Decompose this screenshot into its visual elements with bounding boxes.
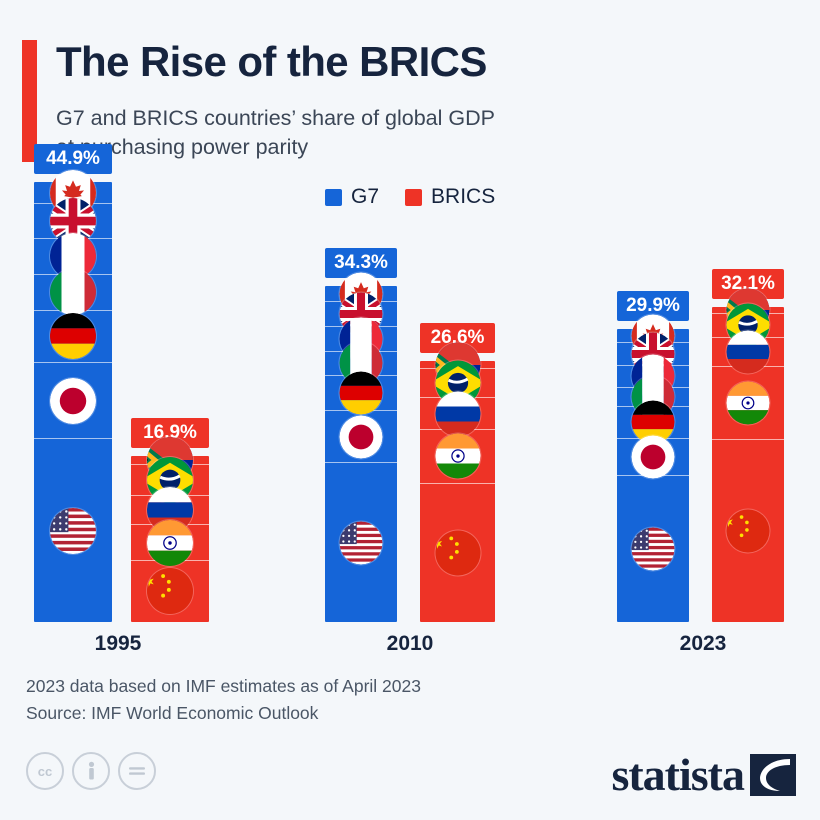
segment-japan xyxy=(34,363,112,440)
usa-flag xyxy=(339,521,383,565)
segment-russia xyxy=(712,330,784,374)
chart-plot-area: 44.9% xyxy=(0,144,820,655)
segment-china xyxy=(712,440,784,622)
segment-india xyxy=(131,519,209,566)
x-axis-label-1995: 1995 xyxy=(94,632,142,655)
source-note: 2023 data based on IMF estimates as of A… xyxy=(26,676,421,723)
cc-by-person-icon[interactable] xyxy=(72,752,110,790)
segment-united-states xyxy=(325,463,397,622)
x-axis-label-2010: 2010 xyxy=(386,632,434,655)
segment-united-states xyxy=(617,476,689,622)
germany-flag xyxy=(50,313,96,360)
segment-japan xyxy=(617,435,689,479)
germany-flag xyxy=(339,371,383,415)
segment-india xyxy=(712,367,784,441)
india-flag xyxy=(147,519,193,566)
india-flag xyxy=(726,381,770,425)
japan-flag xyxy=(631,435,675,479)
india-flag xyxy=(435,433,480,479)
segment-germany xyxy=(34,311,112,363)
bar-1995-brics: 16.9% xyxy=(131,418,209,622)
france-flag xyxy=(50,233,96,280)
statista-logo[interactable]: statista xyxy=(611,748,796,801)
bar-1995-g7: 44.9% xyxy=(34,144,112,622)
value-label-2023-brics: 32.1% xyxy=(712,269,784,300)
value-label-1995-g7: 44.9% xyxy=(34,144,112,174)
legend-label: BRICS xyxy=(431,185,496,208)
bar-2023-brics: 32.1% xyxy=(712,269,784,622)
russia-flag xyxy=(726,330,770,374)
usa-flag xyxy=(50,507,96,554)
chart-legend: G7 BRICS xyxy=(325,185,495,209)
russia-flag xyxy=(435,391,480,437)
japan-flag xyxy=(50,377,96,424)
segment-brazil xyxy=(131,456,209,503)
page-title: The Rise of the BRICS xyxy=(56,38,487,85)
cc-nd-equals-icon[interactable] xyxy=(118,752,156,790)
value-label-1995-brics: 16.9% xyxy=(131,418,209,449)
segment-germany xyxy=(325,371,397,415)
japan-flag xyxy=(339,415,383,459)
segment-united-states xyxy=(34,439,112,622)
bar-2010-brics: 26.6% xyxy=(420,323,495,622)
segment-japan xyxy=(325,411,397,464)
segment-china xyxy=(131,561,209,622)
legend-swatch-g7 xyxy=(325,188,342,206)
page-subtitle: G7 and BRICS countries’ share of global … xyxy=(56,106,495,159)
segment-russia xyxy=(420,391,495,437)
statista-wordmark: statista xyxy=(611,749,745,800)
segment-germany xyxy=(617,400,689,444)
x-axis-label-2023: 2023 xyxy=(679,632,727,655)
segment-china xyxy=(420,484,495,622)
bar-2023-g7: 29.9% xyxy=(617,291,689,622)
value-label-2023-g7: 29.9% xyxy=(617,291,689,321)
legend-label: G7 xyxy=(351,185,380,208)
legend-item-g7: G7 xyxy=(325,185,379,209)
segment-italy xyxy=(34,269,112,316)
segment-india xyxy=(420,430,495,485)
cc-icon[interactable]: cc xyxy=(26,752,64,790)
china-flag xyxy=(726,509,770,553)
italy-flag xyxy=(50,269,96,316)
china-flag xyxy=(435,530,480,576)
creative-commons-badges: cc xyxy=(26,752,156,790)
bar-2010-g7: 34.3% xyxy=(325,247,397,622)
china-flag xyxy=(147,568,193,615)
statista-mark-icon xyxy=(750,753,796,796)
title-accent-bar xyxy=(22,40,37,162)
brazil-flag xyxy=(147,456,193,503)
legend-item-brics: BRICS xyxy=(405,185,495,209)
legend-swatch-brics xyxy=(405,188,423,206)
usa-flag xyxy=(631,527,675,571)
